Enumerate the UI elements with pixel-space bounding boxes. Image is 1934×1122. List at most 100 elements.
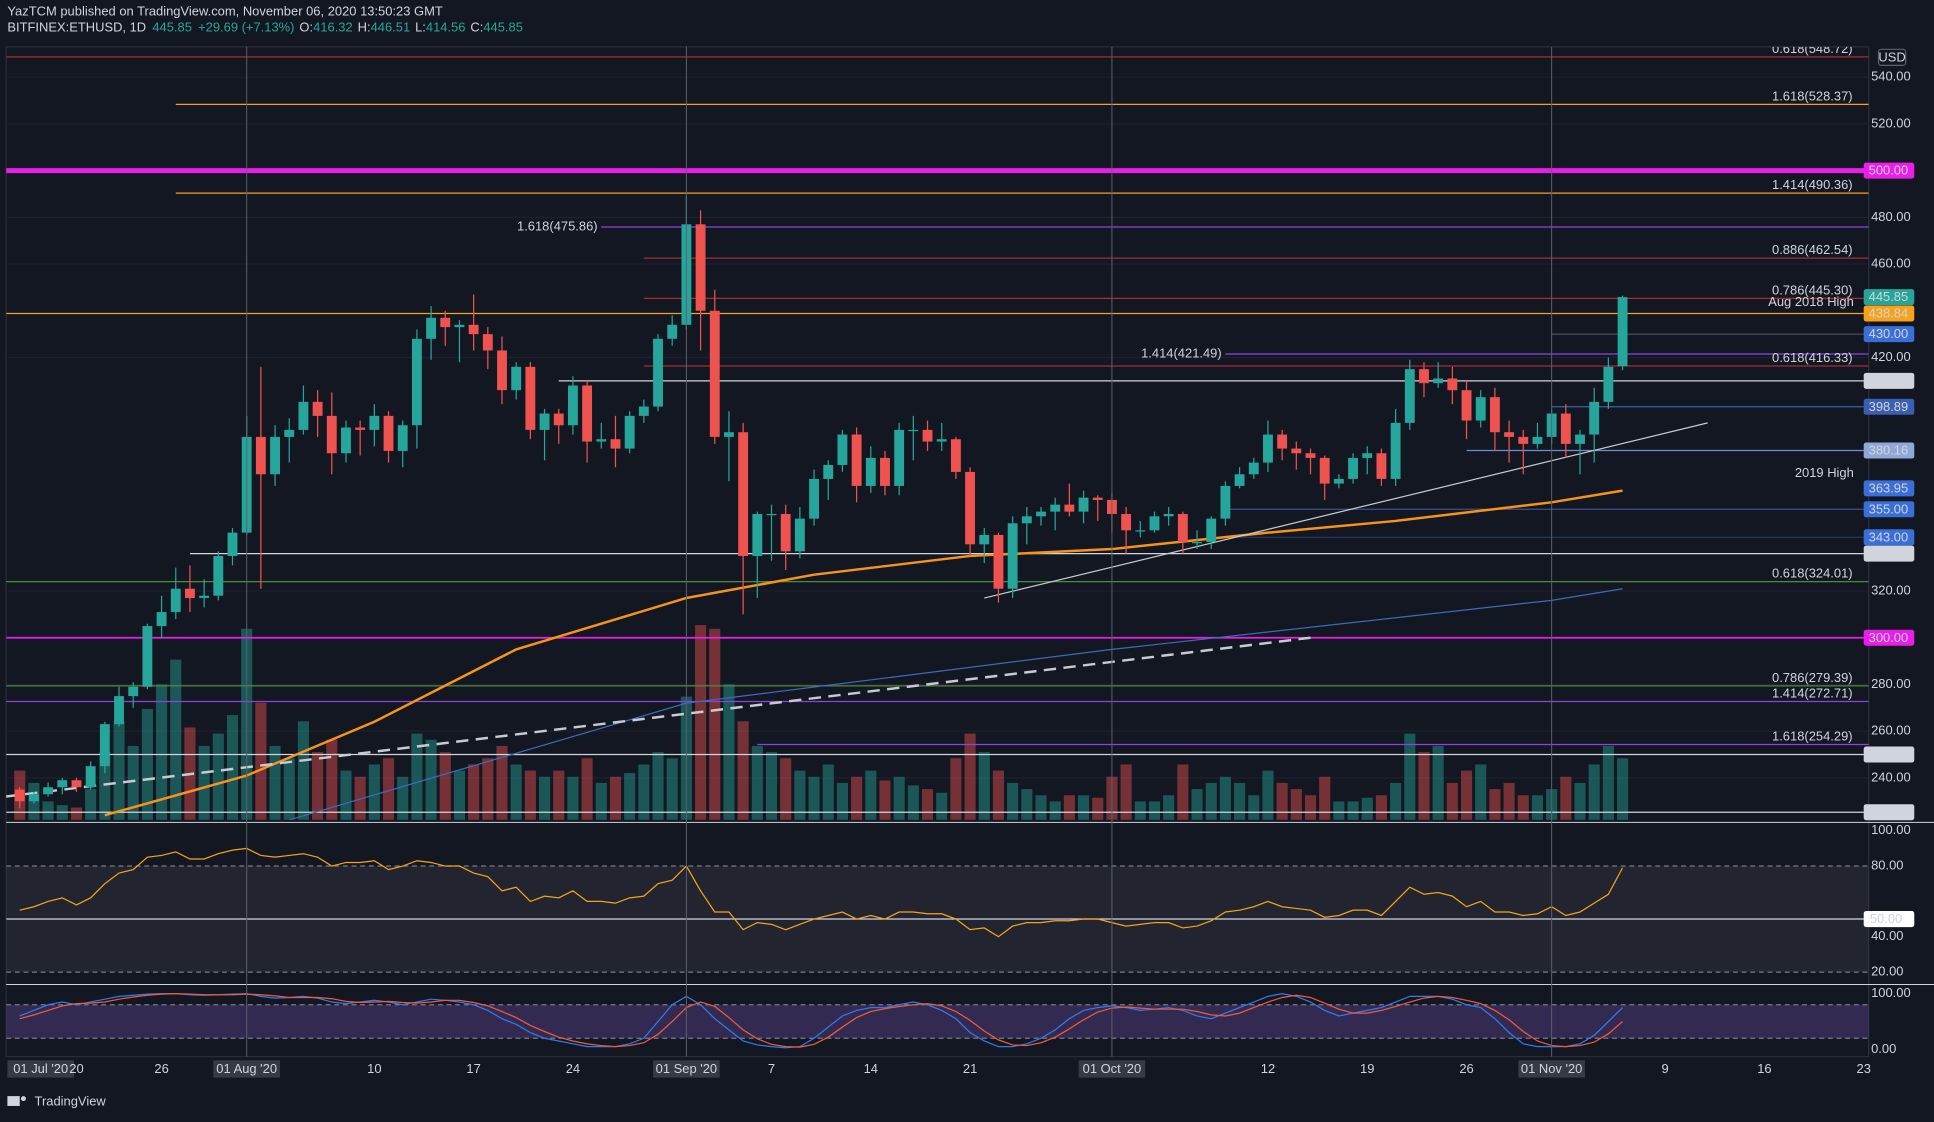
candle-body [582,385,593,442]
candle-body [511,366,522,391]
x-tick-label: 26 [154,1061,168,1076]
legend-value: 445.85 [483,20,523,35]
candle-body [922,429,933,442]
candle-body [284,429,295,437]
candle-body [1433,378,1444,384]
rsi-pane [6,847,1869,973]
candle-body [809,478,819,519]
candle-body [227,532,238,557]
candle-body [1319,457,1330,484]
volume-bar [482,758,494,820]
volume-bar [1588,764,1600,820]
volume-bar [1517,795,1529,820]
volume-bar [1432,745,1444,820]
candle-body [14,789,25,802]
volume-bar [453,770,465,820]
candle-body [1007,523,1018,589]
level-label: 0.618(416.33) [1772,350,1853,365]
volume-bar [1134,801,1146,820]
volume-bar [269,745,281,820]
candle-body [383,415,394,451]
candle-body [85,766,96,788]
volume-bar [368,764,380,820]
x-tick-label: 10 [367,1061,381,1076]
candle-body [936,439,947,442]
rsi-tag-label: 50.00 [1870,911,1902,926]
candle-body [128,686,139,697]
volume-bar [1205,782,1217,820]
symbol: BITFINEX:ETHUSD, 1D [7,20,146,35]
price-tag [1863,305,1915,322]
price-tag-label: 336.03 [1869,546,1909,561]
volume-bar [1460,770,1473,820]
volume-bar [1390,782,1402,820]
volume-bar [141,708,153,820]
legend-key: C: [470,20,483,35]
price-tag [1863,162,1915,179]
currency: USD [1878,49,1905,64]
x-tick-label: 16 [1757,1061,1771,1076]
candle-body [724,432,734,437]
volume-bar [780,758,792,820]
candle-body [567,385,578,426]
x-tick-label: 01 Jul '20 [13,1061,68,1076]
candle-body [766,513,777,516]
candle-body [709,310,720,437]
volume-bar [695,625,707,820]
legend-value: 414.56 [426,20,466,35]
volume-bar [1404,733,1416,820]
candle-body [1291,448,1302,454]
volume-bar [1475,764,1487,820]
volume-bar [709,628,721,820]
candle-body [624,415,635,449]
candle-body [1504,432,1515,437]
volume-bar [113,721,125,820]
volume-bar [255,702,267,820]
price-tag-label: 300.00 [1869,630,1909,645]
volume-bar [1063,795,1075,820]
volume-bar [978,752,990,820]
candle-body [1121,513,1132,531]
candle-body [312,401,323,416]
candle-body [57,780,68,788]
volume-bar [127,745,139,820]
x-tick-label: 9 [1662,1061,1669,1076]
volume-bar [85,789,97,820]
x-tick-label: 24 [566,1061,580,1076]
candle-body [1163,513,1174,517]
candle-body [979,534,990,545]
candle-body [43,787,54,795]
candle-body [851,434,862,486]
price-tag-label: 225.30 [1869,804,1909,819]
y-tick-label: 460.00 [1871,255,1911,270]
legend-value: 416.32 [313,20,353,35]
volume-bar [170,659,182,820]
candle-body [213,556,224,596]
candle-body [880,457,890,486]
volume-bar [652,752,664,820]
price-tag-label: 343.00 [1869,529,1909,544]
volume-bar [1078,795,1090,820]
y-tick-label: 520.00 [1871,115,1911,130]
y-tick-label: 320.00 [1871,582,1911,597]
candle-body [369,415,380,430]
candle-body [255,436,266,475]
candle-body [1192,541,1202,544]
volume-bar [907,785,919,820]
candle-body [71,780,82,788]
volume-bar [226,715,239,820]
moving-average [104,489,1623,817]
symbol-legend: BITFINEX:ETHUSD, 1D 445.85 +29.69 (+7.13%)… [7,20,523,35]
volume-bar [312,752,324,820]
candle-body [1589,401,1600,435]
volume-bar [340,770,352,820]
volume-bar [822,764,834,820]
volume-bar [595,782,607,820]
candle-body [1177,513,1188,542]
volume-bar [397,776,409,820]
volume-bar [354,776,366,820]
volume-bar [539,776,551,820]
x-tick-label: 26 [1459,1061,1473,1076]
volume-bar [1163,795,1175,820]
volume-bar [42,801,54,820]
